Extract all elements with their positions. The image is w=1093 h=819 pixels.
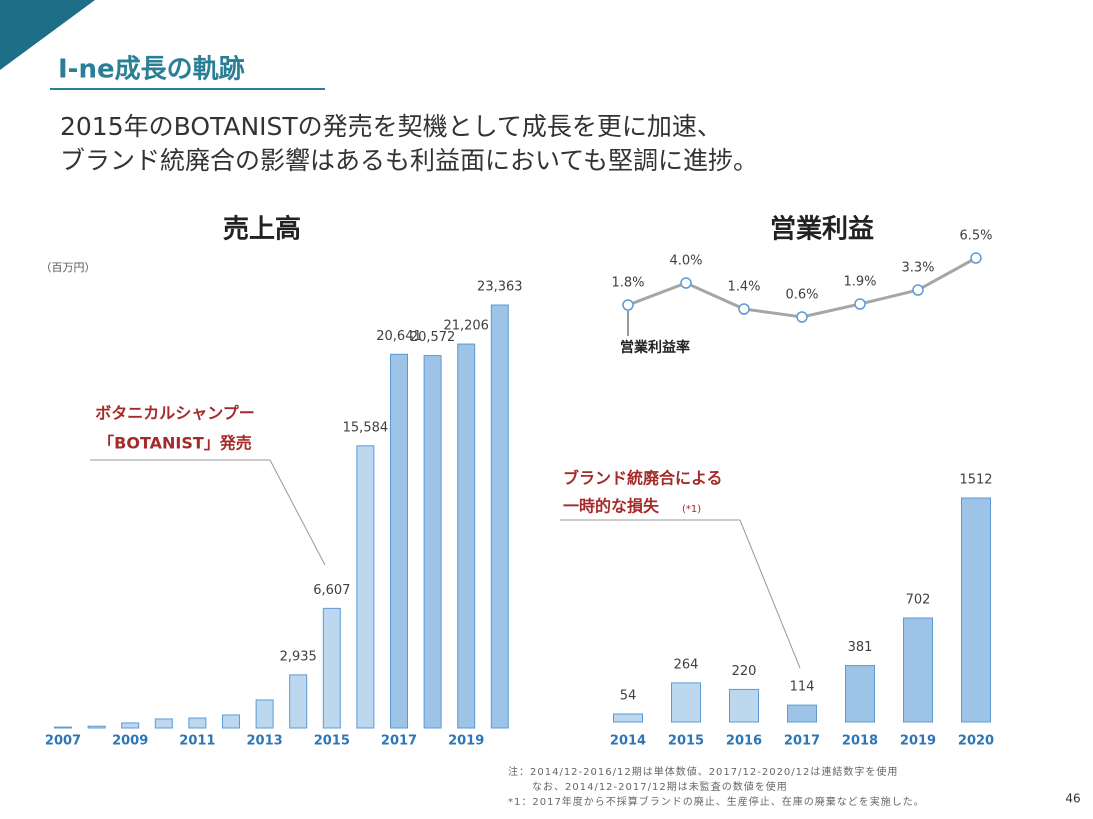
x-tick-label: 2015 [668, 734, 704, 749]
point [854, 298, 866, 310]
value-label: 264 [674, 657, 699, 672]
annotation: 一時的な損失 [563, 497, 660, 516]
value-label: 220 [732, 664, 757, 679]
leader-line [90, 459, 326, 566]
slide-title: I-ne成長の軌跡 [58, 55, 245, 85]
value-label: 21,206 [443, 319, 489, 334]
annotation: ブランド統廃合による [563, 469, 723, 488]
bar [54, 726, 72, 729]
value-label: 6,607 [313, 583, 350, 598]
leader-line [560, 519, 801, 669]
page-number: 46 [1065, 792, 1080, 806]
value-label: 54 [620, 689, 637, 704]
x-tick-label: 2014 [610, 734, 646, 749]
x-tick-label: 2015 [314, 734, 350, 749]
chart-title: 売上高 [223, 214, 301, 245]
x-tick-label: 2013 [247, 734, 283, 749]
bar [845, 665, 875, 723]
point [738, 303, 750, 315]
value-label: 1.4% [727, 280, 760, 295]
bar [457, 343, 476, 729]
value-label: 20,641 [376, 329, 422, 344]
point [622, 299, 634, 311]
bar [87, 725, 106, 729]
value-label: 20,572 [410, 330, 456, 345]
bar [356, 445, 375, 729]
bar [154, 718, 173, 729]
x-tick-label: 2016 [726, 734, 762, 749]
x-tick-label: 2019 [448, 734, 484, 749]
x-tick-label: 2011 [179, 734, 215, 749]
chart-title: 営業利益 [770, 215, 874, 245]
bar [322, 607, 341, 729]
x-tick-label: 2018 [842, 734, 878, 749]
point [796, 311, 808, 323]
point [912, 284, 924, 296]
bar [613, 713, 643, 723]
value-label: 2,935 [280, 649, 317, 664]
bar [787, 704, 817, 723]
unit-label: （百万円） [41, 261, 96, 274]
bar [390, 353, 408, 729]
bar [961, 497, 991, 723]
bar [903, 617, 933, 723]
footnote: なお、2014/12-2017/12期は未監査の数値を使用 [532, 780, 788, 793]
series-label: 営業利益率 [620, 339, 690, 356]
value-label: 23,363 [477, 280, 523, 295]
value-label: 114 [790, 680, 815, 695]
x-tick-label: 2009 [112, 734, 148, 749]
lead-text: ブランド統廃合の影響はあるも利益面においても堅調に進捗。 [60, 146, 758, 175]
bar [289, 674, 308, 729]
point [970, 252, 982, 264]
point [680, 277, 692, 289]
value-label: 1.8% [611, 276, 644, 291]
bar [490, 304, 509, 729]
bar [188, 717, 207, 729]
value-label: 15,584 [343, 420, 389, 435]
value-label: 6.5% [959, 229, 992, 244]
bar [121, 722, 140, 729]
bar [729, 688, 759, 723]
annotation-note: (*1) [682, 504, 701, 515]
annotation: ボタニカルシャンプー [95, 404, 255, 423]
footnote: 注：2014/12-2016/12期は単体数値、2017/12-2020/12は… [508, 765, 898, 778]
value-label: 702 [906, 593, 931, 608]
lead-text: 2015年のBOTANISTの発売を契機として成長を更に加速、 [60, 112, 722, 141]
bar [222, 714, 240, 729]
x-tick-label: 2017 [381, 734, 417, 749]
bar [423, 355, 442, 729]
bar [255, 699, 274, 729]
value-label: 381 [848, 640, 873, 655]
value-label: 3.3% [901, 261, 934, 276]
bar [671, 682, 701, 723]
value-label: 1512 [959, 473, 992, 488]
corner-decoration [0, 0, 95, 70]
value-label: 4.0% [669, 254, 702, 269]
value-label: 1.9% [843, 275, 876, 290]
value-label: 0.6% [785, 288, 818, 303]
x-tick-label: 2017 [784, 734, 820, 749]
footnote: *1：2017年度から不採算ブランドの廃止、生産停止、在庫の廃棄などを実施した。 [508, 795, 925, 808]
x-tick-label: 2019 [900, 734, 936, 749]
x-tick-label: 2020 [958, 734, 994, 749]
x-tick-label: 2007 [45, 734, 81, 749]
annotation: 「BOTANIST」発売 [98, 434, 252, 453]
